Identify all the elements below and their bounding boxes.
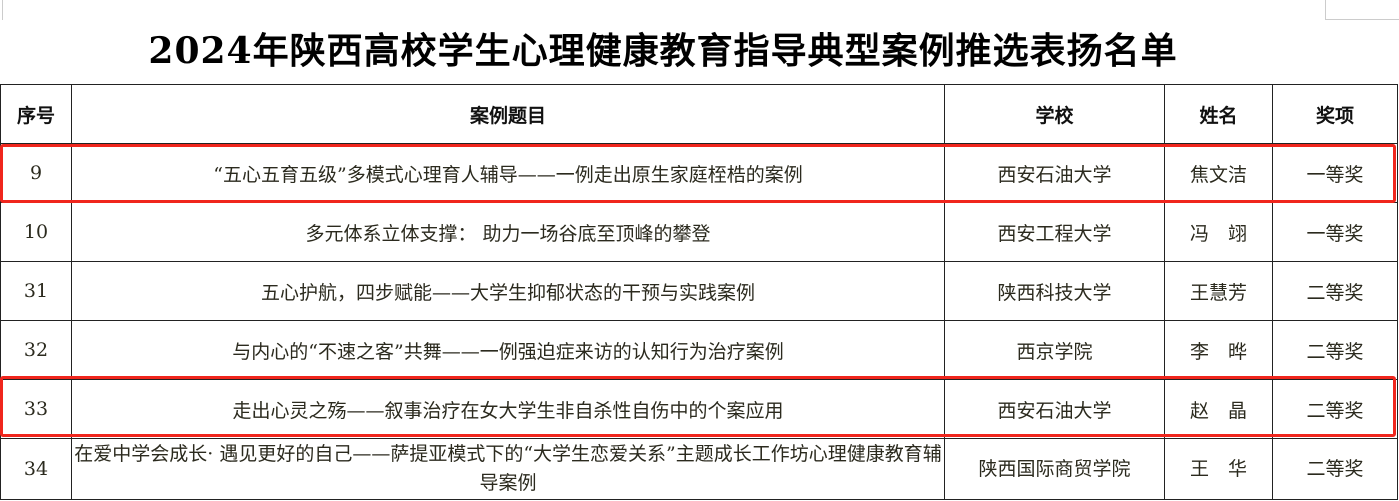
cell-school: 西安工程大学 bbox=[944, 202, 1165, 262]
table-row: 31 五心护航，四步赋能——大学生抑郁状态的干预与实践案例 陕西科技大学 王慧芳 二等奖 bbox=[0, 261, 1398, 321]
page-corner-mark bbox=[0, 0, 3, 20]
cell-no: 10 bbox=[0, 202, 72, 262]
page-corner-mark bbox=[1325, 0, 1326, 20]
cell-no: 9 bbox=[0, 143, 72, 203]
cell-no: 34 bbox=[0, 438, 72, 500]
cell-school: 西安石油大学 bbox=[944, 143, 1165, 203]
award-table: 序号 案例题目 学校 姓名 奖项 9 “五心五育五级”多模式心理育人辅导——一例走… bbox=[0, 84, 1398, 500]
header-award: 奖项 bbox=[1272, 84, 1398, 144]
page-corner-mark bbox=[1325, 19, 1399, 20]
cell-award: 二等奖 bbox=[1272, 438, 1398, 500]
table-row: 9 “五心五育五级”多模式心理育人辅导——一例走出原生家庭桎梏的案例 西安石油大学焦… bbox=[0, 143, 1398, 203]
cell-name: 王慧芳 bbox=[1164, 261, 1273, 321]
cell-school: 陕西国际商贸学院 bbox=[944, 438, 1165, 500]
cell-title: 在爱中学会成长· 遇见更好的自己——萨提亚模式下的“大学生恋爱关系”主题成长工作… bbox=[71, 438, 945, 500]
cell-school: 西京学院 bbox=[944, 320, 1165, 380]
table-row: 33 走出心灵之殇——叙事治疗在女大学生非自杀性自伤中的个案应用 西安石油大学赵 晶… bbox=[0, 379, 1398, 439]
cell-name: 王 华 bbox=[1164, 438, 1273, 500]
header-school: 学校 bbox=[944, 84, 1165, 144]
table-row: 10 多元体系立体支撑： 助力一场谷底至顶峰的攀登 西安工程大学冯 翊一等奖 bbox=[0, 202, 1398, 262]
cell-title: 多元体系立体支撑： 助力一场谷底至顶峰的攀登 bbox=[71, 202, 945, 262]
cell-name: 焦文洁 bbox=[1164, 143, 1273, 203]
cell-school: 陕西科技大学 bbox=[944, 261, 1165, 321]
header-title: 案例题目 bbox=[71, 84, 945, 144]
header-name: 姓名 bbox=[1164, 84, 1273, 144]
table-header-row: 序号 案例题目 学校 姓名 奖项 bbox=[0, 84, 1398, 144]
cell-no: 33 bbox=[0, 379, 72, 439]
cell-award: 一等奖 bbox=[1272, 143, 1398, 203]
cell-no: 31 bbox=[0, 261, 72, 321]
cell-no: 32 bbox=[0, 320, 72, 380]
header-no: 序号 bbox=[0, 84, 72, 144]
table-row: 34 在爱中学会成长· 遇见更好的自己——萨提亚模式下的“大学生恋爱关系”主题成长… bbox=[0, 438, 1398, 500]
cell-award: 二等奖 bbox=[1272, 261, 1398, 321]
cell-name: 李 晔 bbox=[1164, 320, 1273, 380]
cell-title: 走出心灵之殇——叙事治疗在女大学生非自杀性自伤中的个案应用 bbox=[71, 379, 945, 439]
cell-name: 冯 翊 bbox=[1164, 202, 1273, 262]
cell-school: 西安石油大学 bbox=[944, 379, 1165, 439]
table-row: 32 与内心的“不速之客”共舞——一例强迫症来访的认知行为治疗案例 西京学院李 晔二… bbox=[0, 320, 1398, 380]
cell-title: 五心护航，四步赋能——大学生抑郁状态的干预与实践案例 bbox=[71, 261, 945, 321]
cell-title: “五心五育五级”多模式心理育人辅导——一例走出原生家庭桎梏的案例 bbox=[71, 143, 945, 203]
cell-title: 与内心的“不速之客”共舞——一例强迫症来访的认知行为治疗案例 bbox=[71, 320, 945, 380]
cell-name: 赵 晶 bbox=[1164, 379, 1273, 439]
document-title: 2024年陕西高校学生心理健康教育指导典型案例推选表扬名单 bbox=[148, 30, 1178, 72]
cell-award: 一等奖 bbox=[1272, 202, 1398, 262]
cell-award: 二等奖 bbox=[1272, 320, 1398, 380]
cell-award: 二等奖 bbox=[1272, 379, 1398, 439]
